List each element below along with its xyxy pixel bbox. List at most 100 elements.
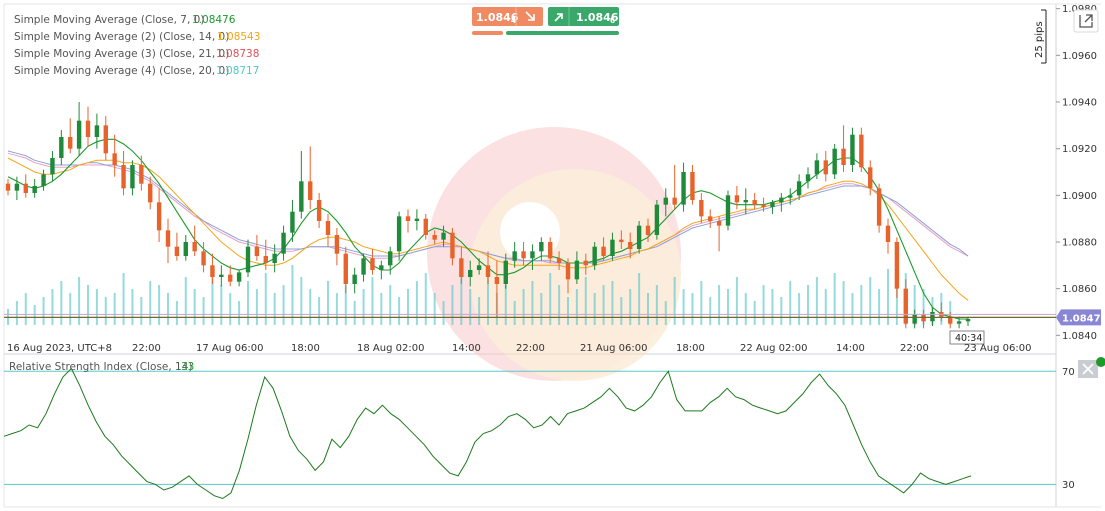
time-axis: 16 Aug 2023, UTC+8 22:00 17 Aug 06:00 18:00… xyxy=(7,343,1031,354)
candle-body xyxy=(770,202,775,207)
candle-body xyxy=(236,272,242,282)
legend-label: Simple Moving Average (Close, 7, 0) xyxy=(14,14,204,26)
volume-bar xyxy=(869,277,872,325)
arrow-down-right-icon xyxy=(525,11,535,21)
volume-bar xyxy=(158,285,161,325)
candle-body xyxy=(592,246,597,266)
candle-body xyxy=(76,120,82,149)
candle-body xyxy=(361,258,366,275)
sell-button[interactable]: 1.0846 4 xyxy=(472,7,543,26)
candle-body xyxy=(796,181,802,196)
volume-bar xyxy=(727,289,729,325)
candle-body xyxy=(370,258,375,270)
volume-bar xyxy=(371,277,374,325)
pip-scale-label: 25 pips xyxy=(1034,21,1045,58)
volume-bar xyxy=(522,289,525,325)
volume-bar xyxy=(291,265,294,325)
volume-bar xyxy=(735,277,738,325)
volume-bar xyxy=(602,285,605,325)
candle-body xyxy=(912,314,917,324)
volume-bar xyxy=(95,289,98,325)
volume-bar xyxy=(922,289,925,325)
close-rsi-button[interactable] xyxy=(1078,360,1098,378)
volume-bar xyxy=(753,301,756,325)
volume-bar xyxy=(860,285,863,325)
volume-bar xyxy=(700,281,703,325)
candle-body xyxy=(699,200,704,217)
popout-icon xyxy=(1079,14,1093,28)
legend-value: 1.08717 xyxy=(216,65,259,77)
candle-body xyxy=(405,216,411,221)
rsi-line xyxy=(3,367,972,500)
volume-bar xyxy=(113,293,116,325)
candle-body xyxy=(628,242,633,249)
volume-bar xyxy=(504,285,507,325)
candle-body xyxy=(441,232,446,240)
volume-bar xyxy=(647,293,649,325)
volume-bar xyxy=(478,297,481,325)
candle-body xyxy=(228,274,233,282)
candle-body xyxy=(894,242,900,289)
candle-body xyxy=(396,216,402,252)
time-tick-label: 14:00 xyxy=(452,343,481,354)
volume-bar xyxy=(487,277,489,325)
volume-bar xyxy=(389,285,392,325)
candle-body xyxy=(192,242,197,252)
candle-body xyxy=(201,251,206,266)
rsi-level-label: 30 xyxy=(1062,480,1075,491)
volume-bar xyxy=(620,297,623,325)
rsi-scroll-handle[interactable] xyxy=(1096,357,1105,367)
candle-body xyxy=(556,258,562,263)
volume-bar xyxy=(593,293,596,325)
time-tick-label: 14:00 xyxy=(836,343,865,354)
legend-row-sma-3[interactable]: Simple Moving Average (3) (Close, 21, 0)… xyxy=(14,48,259,60)
volume-bar xyxy=(344,285,347,325)
candle-body xyxy=(859,134,864,168)
price-tick-label: 1.0840 xyxy=(1062,331,1097,342)
arrow-up-right-icon xyxy=(554,13,563,22)
candle-body xyxy=(734,195,740,203)
buy-price-main: 1.0846 xyxy=(576,11,619,24)
price-tick-label: 1.0880 xyxy=(1062,238,1097,249)
volume-bar xyxy=(327,281,329,325)
volume-bar xyxy=(833,273,836,325)
time-tick-label: 18:00 xyxy=(291,343,320,354)
countdown-box xyxy=(949,330,985,345)
candle-body xyxy=(343,253,348,284)
volume-bar xyxy=(247,281,249,325)
price-tag-label: 1.08477 xyxy=(1062,313,1105,324)
volume-bar xyxy=(202,297,205,325)
candle-body xyxy=(325,221,331,235)
time-tick-label: 22:00 xyxy=(516,343,545,354)
candle-body xyxy=(574,260,580,280)
candle-body xyxy=(708,216,713,221)
time-tick-label: 22:00 xyxy=(900,343,929,354)
candle-body xyxy=(743,200,748,203)
buy-button[interactable]: 1.0846 6 xyxy=(548,7,619,26)
legend-row-sma-1[interactable]: Simple Moving Average (Close, 7, 0) 1.08… xyxy=(14,14,236,26)
volume-bar xyxy=(398,297,401,325)
volume-bar xyxy=(362,289,365,325)
candle-body xyxy=(388,251,393,266)
volume-bar xyxy=(51,289,54,325)
candle-body xyxy=(832,148,837,175)
popout-button[interactable] xyxy=(1073,9,1099,33)
volume-bar xyxy=(584,277,587,325)
candle-body xyxy=(530,251,535,259)
candle-body xyxy=(512,251,517,261)
legend-row-sma-4[interactable]: Simple Moving Average (4) (Close, 20, 0)… xyxy=(14,65,259,77)
candlesticks xyxy=(5,102,971,329)
volume-bar xyxy=(415,281,418,325)
candle-body xyxy=(156,202,162,231)
volume-bar xyxy=(255,289,258,325)
candle-body xyxy=(379,265,384,270)
volume-bar xyxy=(691,293,694,325)
candle-body xyxy=(174,246,180,256)
legend-row-sma-2[interactable]: Simple Moving Average (2) (Close, 14, 0)… xyxy=(14,31,260,43)
candle-body xyxy=(352,274,357,284)
volume-bar xyxy=(211,269,214,325)
volume-bar xyxy=(460,269,463,325)
time-tick-label: 16 Aug 2023, UTC+8 xyxy=(7,343,112,354)
